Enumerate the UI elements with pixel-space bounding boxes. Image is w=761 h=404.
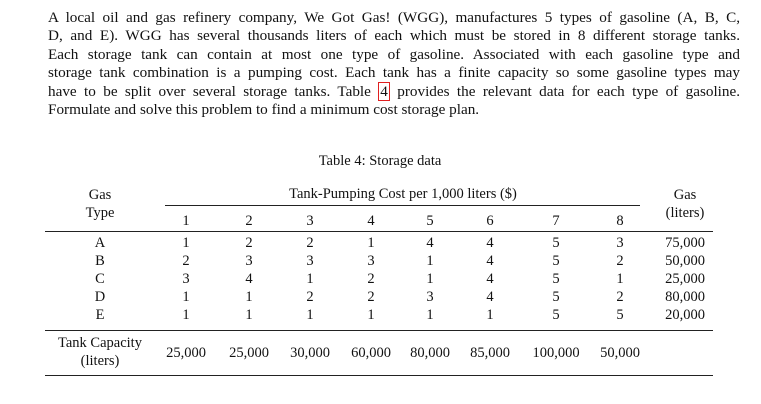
tank-number: 3: [306, 213, 314, 229]
row-header: (liters): [80, 353, 120, 369]
cost-cell: 3: [245, 253, 253, 269]
cost-cell: 2: [182, 253, 190, 269]
gas-type: D: [94, 289, 106, 305]
cost-cell: 1: [616, 271, 624, 287]
tank-number: 1: [182, 213, 190, 229]
row-header: Tank Capacity: [58, 335, 142, 351]
gas-amount: 50,000: [665, 253, 705, 269]
text: have to be split over several storage ta…: [48, 82, 371, 100]
cost-cell: 2: [616, 289, 624, 305]
cost-cell: 1: [426, 253, 434, 269]
cost-cell: 1: [182, 235, 190, 251]
cost-cell: 2: [245, 235, 253, 251]
cost-cell: 1: [426, 271, 434, 287]
capacity-cell: 85,000: [470, 345, 510, 361]
cost-cell: 5: [552, 289, 560, 305]
gas-type: C: [95, 271, 105, 287]
capacity-cell: 25,000: [166, 345, 206, 361]
cost-cell: 4: [426, 235, 434, 251]
gas-type: E: [95, 307, 105, 323]
cost-cell: 3: [182, 271, 190, 287]
paragraph-line: Formulate and solve this problem to find…: [48, 101, 480, 118]
paragraph-line: A local oil and gas refinery company, We…: [48, 9, 740, 26]
cost-cell: 1: [182, 307, 190, 323]
column-header: (liters): [665, 205, 705, 221]
tank-number: 6: [486, 213, 494, 229]
gas-amount: 80,000: [665, 289, 705, 305]
tank-number: 4: [367, 213, 375, 229]
tank-number: 7: [552, 213, 560, 229]
tank-number: 8: [616, 213, 624, 229]
cost-cell: 2: [367, 271, 375, 287]
gas-amount: 20,000: [665, 307, 705, 323]
cost-cell: 5: [616, 307, 624, 323]
cost-cell: 1: [245, 307, 253, 323]
cost-cell: 1: [486, 307, 494, 323]
column-header: Tank-Pumping Cost per 1,000 liters ($): [289, 186, 517, 202]
cost-cell: 1: [367, 235, 375, 251]
cost-cell: 4: [486, 235, 494, 251]
body-bottom-rule: [45, 330, 713, 331]
cost-cell: 1: [182, 289, 190, 305]
column-header: Type: [85, 205, 115, 221]
gas-type: A: [94, 235, 106, 251]
cost-cell: 2: [306, 289, 314, 305]
cost-cell: 4: [486, 271, 494, 287]
tank-number: 2: [245, 213, 253, 229]
cost-cell: 4: [486, 289, 494, 305]
text: provides the relevant data for each type…: [397, 82, 741, 100]
cost-cell: 3: [616, 235, 624, 251]
capacity-cell: 80,000: [410, 345, 450, 361]
cost-cell: 5: [552, 307, 560, 323]
cost-cell: 5: [552, 235, 560, 251]
cost-cell: 4: [486, 253, 494, 269]
gas-amount: 25,000: [665, 271, 705, 287]
paragraph-line: have to be split over several storage ta…: [48, 81, 741, 101]
capacity-cell: 30,000: [290, 345, 330, 361]
cost-cell: 2: [616, 253, 624, 269]
paragraph-line: D, and E). WGG has several thousands lit…: [48, 27, 740, 45]
cost-cell: 4: [245, 271, 253, 287]
cost-cell: 1: [245, 289, 253, 305]
cost-cell: 5: [552, 271, 560, 287]
table-bottom-rule: [45, 375, 713, 376]
header-bottom-rule: [45, 231, 713, 232]
paragraph-line: storage tank combination is a pumping co…: [48, 64, 740, 82]
cost-cell: 3: [306, 253, 314, 269]
header-rule: [165, 205, 640, 206]
cost-cell: 1: [367, 307, 375, 323]
capacity-cell: 60,000: [351, 345, 391, 361]
capacity-cell: 100,000: [532, 345, 580, 361]
cost-cell: 2: [306, 235, 314, 251]
cost-cell: 5: [552, 253, 560, 269]
cost-cell: 3: [367, 253, 375, 269]
column-header: Gas: [673, 187, 697, 203]
cost-cell: 2: [367, 289, 375, 305]
paragraph-line: Each storage tank can contain at most on…: [48, 45, 740, 63]
cost-cell: 1: [426, 307, 434, 323]
gas-amount: 75,000: [665, 235, 705, 251]
capacity-cell: 25,000: [229, 345, 269, 361]
gas-type: B: [95, 253, 105, 269]
cost-cell: 1: [306, 307, 314, 323]
capacity-cell: 50,000: [600, 345, 640, 361]
table-ref: 4: [378, 81, 390, 101]
cost-cell: 3: [426, 289, 434, 305]
table-caption: Table 4: Storage data: [318, 153, 442, 169]
tank-number: 5: [426, 213, 434, 229]
cost-cell: 1: [306, 271, 314, 287]
column-header: Gas: [88, 187, 112, 203]
